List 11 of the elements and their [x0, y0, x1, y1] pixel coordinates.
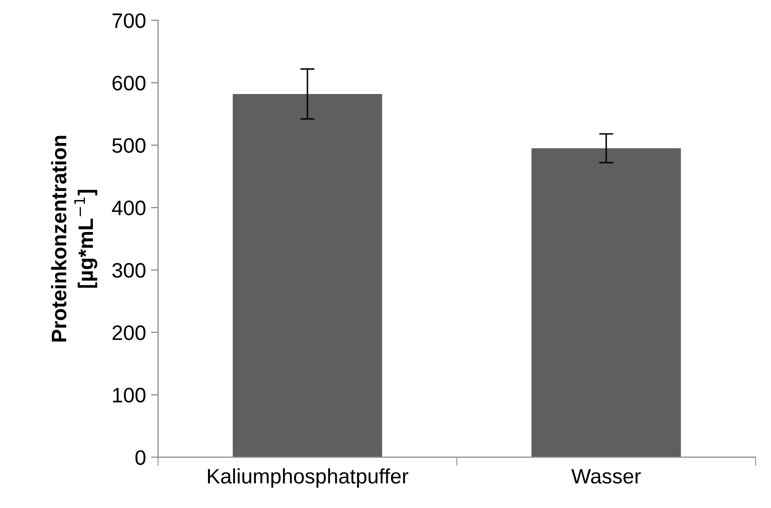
y-tick-label: 0	[135, 450, 146, 465]
x-tick-label: Wasser	[571, 469, 641, 484]
y-axis-title: Proteinkonzentration [µg*mL$^{−1}$]	[51, 136, 98, 342]
y-tick-label: 200	[112, 325, 146, 340]
y-tick-label: 100	[113, 388, 146, 403]
y-tick-label: 400	[112, 200, 146, 216]
y-tick-label: 600	[112, 76, 146, 90]
y-tick-label: 700	[112, 13, 146, 28]
x-tick-label: Kaliumphosphatpuffer	[208, 468, 408, 488]
y-tick-label: 500	[112, 138, 146, 153]
y-tick-label: 300	[112, 262, 146, 278]
